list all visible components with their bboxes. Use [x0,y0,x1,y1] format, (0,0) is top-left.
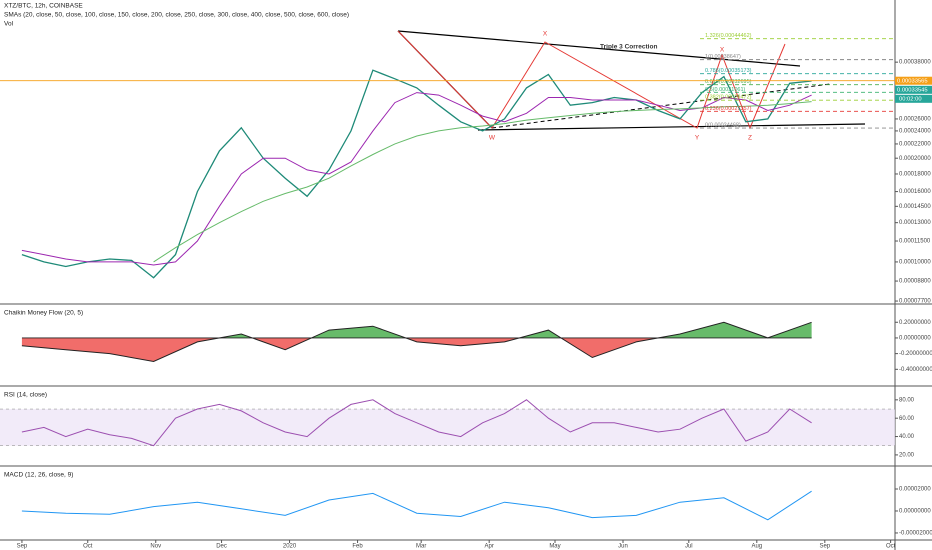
fib-label: 0(0.00024468) [705,122,741,128]
y-tick-label: 40.00 [899,434,915,440]
y-tick-label: 0.00024000 [899,128,931,134]
y-tick-label: 60.00 [899,416,915,422]
timer-box [895,94,932,103]
x-tick-label: Aug [751,544,762,550]
x-tick-label: 2020 [283,544,297,550]
y-tick-label: 0.00007700 [899,299,931,305]
annotation: Triple 3 Correction [600,44,657,51]
series-line [21,399,812,447]
y-tick-label: 0.00010000 [899,260,931,266]
y-tick-label: 0.00038000 [899,60,931,66]
trendline [397,30,801,67]
fib-label: 0.236(0.00027357) [705,106,752,112]
volume-legend: Vol [4,21,14,28]
x-tick-label: Jul [685,544,693,550]
y-tick-label: -0.20000000 [899,351,932,357]
pane-title: RSI (14, close) [4,392,47,399]
x-tick-label: May [549,544,560,550]
y-tick-label: 0.00002000 [899,487,931,493]
fib-label: 0.618(0.00032695) [705,79,752,85]
y-tick-label: 0.00008800 [899,279,931,285]
fib-label: 1.326(0.00044462) [705,33,752,39]
fib-label: 1(0.00038647) [705,54,741,60]
wave-label: X [543,31,548,38]
y-tick-label: 0.00026000 [899,117,931,123]
pane-title: MACD (12, 26, close, 9) [4,472,73,479]
y-tick-label: 0.00016000 [899,189,931,195]
wave-label: W [489,135,496,142]
series-line [21,490,812,521]
cmf-area-negative [21,337,659,362]
x-tick-label: Feb [352,544,363,550]
price-box-label: 0.00033565 [897,78,928,84]
y-tick-label: 0.00000000 [899,509,931,515]
y-tick-label: 0.00022000 [899,142,931,148]
series-line [21,69,812,279]
y-tick-label: 0.00013000 [899,220,931,226]
price-box [895,76,932,85]
wave-label: X [720,47,725,54]
fib-label: 0.382(0.00029472) [705,95,752,101]
x-tick-label: Jun [618,544,628,550]
y-tick-label: 0.00000000 [899,336,931,342]
y-tick-label: 0.20000000 [899,320,931,326]
sma-legend: SMAs (20, close, 50, close, 100, close, … [4,12,349,19]
x-tick-label: Oct [83,544,93,550]
cmf-area-positive [21,322,812,338]
y-tick-label: -0.00002000 [899,531,932,537]
y-tick-label: 0.00020000 [899,156,931,162]
x-tick-label: Sep [17,544,28,550]
y-tick-label: 0.00011500 [899,239,931,245]
y-tick-label: 0.00014500 [899,204,931,210]
price-box [895,85,932,94]
x-tick-label: Oct [886,544,896,550]
fib-label: 0.5(0.00031061) [705,87,746,93]
y-tick-label: 20.00 [899,452,915,458]
wave-label: Z [748,135,752,142]
timer: 00:02:00 [899,96,922,102]
series-line [21,92,812,266]
x-tick-label: Nov [150,544,161,550]
symbol: XTZ/BTC, 12h, COINBASE [4,3,83,10]
pane-title: Chaikin Money Flow (20, 5) [4,310,83,317]
x-tick-label: Mar [416,544,426,550]
fib-label: 0.786(0.00035173) [705,68,752,74]
price-box-label: 0.00033545 [897,87,928,93]
rsi-band [0,409,895,446]
y-tick-label: 0.00018000 [899,172,931,178]
y-tick-label: -0.40000000 [899,367,932,373]
series-line [153,101,812,263]
wave-label: Y [695,135,700,142]
series-line [21,321,812,363]
x-tick-label: Apr [485,544,494,550]
x-tick-label: Sep [819,544,830,550]
y-tick-label: 80.00 [899,397,915,403]
trendline [477,123,866,131]
x-tick-label: Dec [216,544,227,550]
